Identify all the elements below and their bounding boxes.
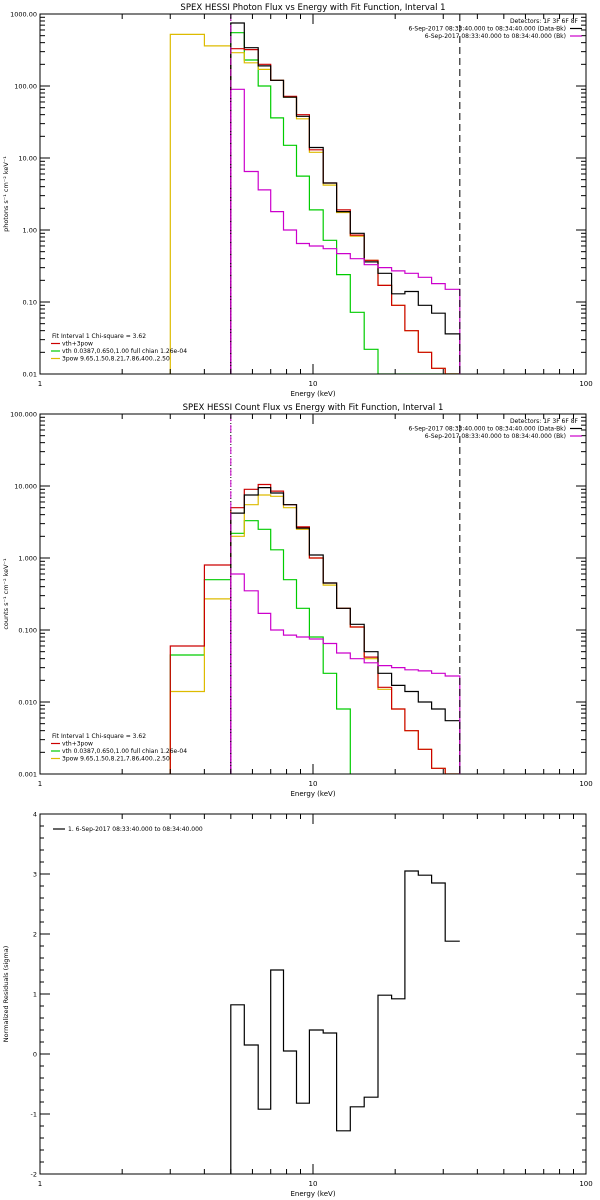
series-line-5: [230, 573, 461, 774]
y-tick-label: 100.000: [10, 411, 37, 419]
series-line-2: [169, 494, 460, 774]
legend-bottom-label: Fit Interval 1 Chi-square = 3.62: [52, 733, 146, 740]
y-tick-label: 1.000: [18, 555, 37, 563]
chart-panel-2: 1 10 100 0.001 0.010 0.100 1.000 10.000 100.000 S…: [2, 403, 593, 798]
y-tick-label: -2: [31, 1171, 37, 1179]
y-tick-label: 0.01: [23, 371, 37, 379]
legend-top-label: Detectors: 1F 3F 6F 8F: [510, 18, 579, 25]
series-line-3: [169, 483, 460, 774]
x-tick-label: 10: [309, 380, 318, 388]
y-tick-label: 1000.00: [10, 11, 37, 19]
series-line-1: [230, 32, 460, 374]
series-line-5: [230, 88, 461, 374]
legend-top-label: 6-Sep-2017 08:33:40.000 to 08:34:40.000 …: [425, 433, 566, 440]
y-tick-label: -1: [31, 1111, 37, 1119]
series-line-4: [230, 22, 461, 374]
series-line-2: [169, 33, 460, 374]
x-axis-label: Energy (keV): [290, 390, 335, 398]
legend-top-label: 6-Sep-2017 08:33:40.000 to 08:34:40.000 …: [408, 426, 566, 433]
y-tick-label: 4: [33, 811, 37, 819]
y-tick-label: 0.001: [18, 771, 37, 779]
legend-top-label: Detectors: 1F 3F 6F 8F: [510, 418, 579, 425]
y-tick-label: 10.000: [14, 483, 37, 491]
x-tick-label: 1: [38, 1180, 42, 1188]
y-tick-label: 0: [33, 1051, 37, 1059]
x-tick-label: 100: [579, 780, 592, 788]
x-tick-label: 10: [309, 1180, 318, 1188]
series-line-1: [169, 520, 351, 774]
y-tick-label: 3: [33, 871, 37, 879]
legend-label: 1. 6-Sep-2017 08:33:40.000 to 08:34:40.0…: [68, 826, 203, 833]
x-tick-label: 1: [38, 780, 42, 788]
series-line-4: [230, 487, 461, 774]
legend-bottom-label: 3pow 9.65,1.50,8.21,7.86,400.,2.50: [62, 356, 170, 363]
chart-panel-3: 1 10 100 -2 -1 0 1 2 3 4 Energy (keV) Normalized Re…: [2, 811, 593, 1199]
y-axis-label: photons s⁻¹ cm⁻² keV⁻¹: [2, 156, 10, 232]
legend-bottom-label: Fit Interval 1 Chi-square = 3.62: [52, 333, 146, 340]
y-tick-label: 100.00: [14, 83, 37, 91]
y-tick-label: 1.00: [23, 227, 37, 235]
y-tick-label: 0.10: [23, 299, 37, 307]
legend-bottom-label: vth 0.0387,0.650,1.00 full chian 1.26e-0…: [62, 348, 187, 355]
y-tick-label: 0.010: [18, 699, 37, 707]
chart-title: SPEX HESSI Count Flux vs Energy with Fit…: [183, 403, 444, 413]
chart-panel-1: 1 10 100 0.01 0.10 1.00 10.00 100.00 1000.00 SPEX…: [2, 3, 593, 398]
x-axis-label: Energy (keV): [290, 790, 335, 798]
legend-bottom-label: vth 0.0387,0.650,1.00 full chian 1.26e-0…: [62, 748, 187, 755]
x-tick-label: 100: [579, 1180, 592, 1188]
chart-title: SPEX HESSI Photon Flux vs Energy with Fi…: [180, 3, 445, 13]
y-tick-label: 10.00: [18, 155, 37, 163]
legend-bottom-label: 3pow 9.65,1.50,8.21,7.86,400.,2.50: [62, 756, 170, 763]
plot-area: [230, 870, 460, 1174]
plot-area: [169, 414, 461, 774]
legend-top-label: 6-Sep-2017 08:33:40.000 to 08:34:40.000 …: [425, 33, 566, 40]
plot-frame: [39, 413, 587, 775]
y-tick-label: 1: [33, 991, 37, 999]
x-axis-label: Energy (keV): [290, 1190, 335, 1198]
legend-top-label: 6-Sep-2017 08:33:40.000 to 08:34:40.000 …: [408, 26, 566, 33]
y-tick-label: 2: [33, 931, 37, 939]
plot-area: [169, 14, 461, 374]
y-tick-label: 0.100: [18, 627, 37, 635]
series-line-1: [230, 870, 460, 1174]
plot-frame: [39, 13, 587, 375]
x-tick-label: 10: [309, 780, 318, 788]
legend-bottom-label: vth+3pow: [62, 341, 93, 348]
x-tick-label: 1: [38, 380, 42, 388]
plot-frame: [39, 813, 587, 1175]
legend-bottom-label: vth+3pow: [62, 741, 93, 748]
y-axis-label: counts s⁻¹ cm⁻² keV⁻¹: [2, 558, 10, 630]
x-tick-label: 100: [579, 380, 592, 388]
y-axis-label: Normalized Residuals (sigma): [2, 946, 10, 1043]
